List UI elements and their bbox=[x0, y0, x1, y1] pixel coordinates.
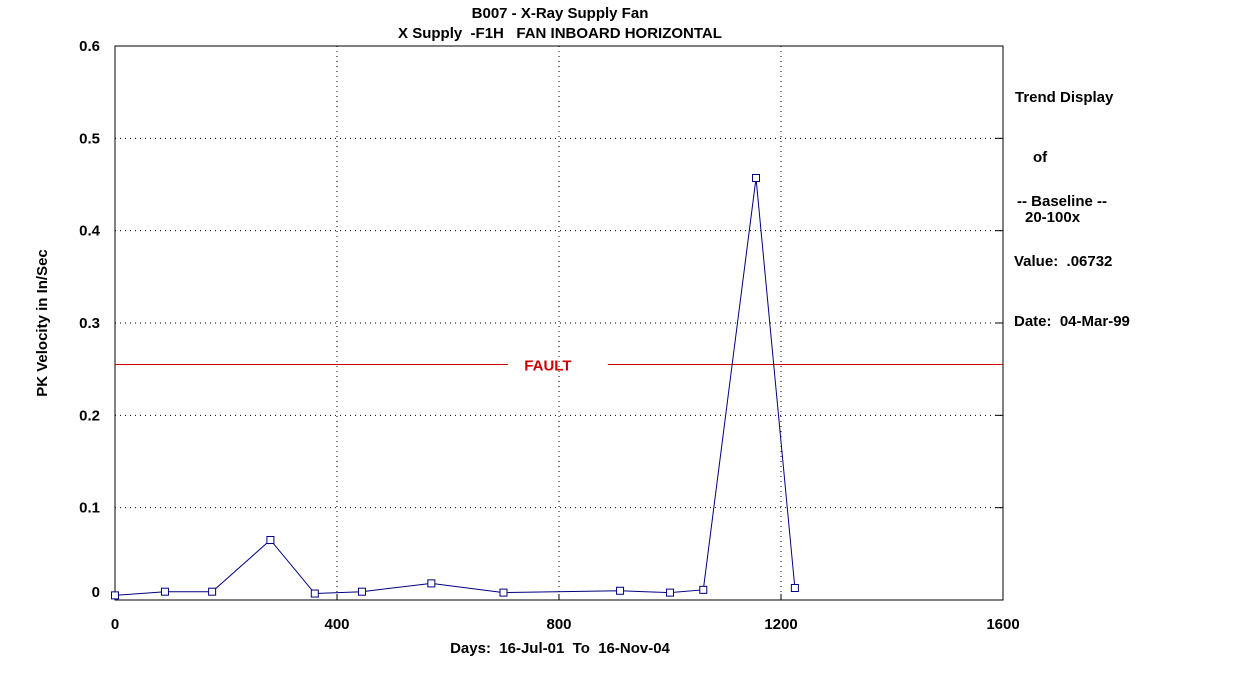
trend-line-2: of bbox=[1033, 149, 1048, 166]
baseline-info: -- Baseline -- Value: .06732 Date: 04-Ma… bbox=[1014, 152, 1130, 352]
data-point bbox=[666, 588, 674, 597]
baseline-date: Date: 04-Mar-99 bbox=[1014, 313, 1130, 330]
trend-line-1: Trend Display bbox=[1015, 89, 1114, 106]
data-point bbox=[699, 585, 708, 594]
y-tick-label: 0.3 bbox=[79, 315, 100, 332]
x-tick-label: 800 bbox=[546, 616, 571, 633]
grid-lines bbox=[114, 45, 1004, 601]
x-tick-labels: 0 400 800 1200 1600 bbox=[111, 616, 1020, 633]
data-point bbox=[499, 588, 508, 597]
x-tick-label: 0 bbox=[111, 616, 119, 633]
baseline-value: Value: .06732 bbox=[1014, 253, 1113, 270]
series-line bbox=[114, 177, 796, 596]
data-point bbox=[160, 587, 169, 596]
data-point bbox=[790, 583, 799, 592]
trend-line-3: 20-100x bbox=[1025, 209, 1081, 226]
y-tick-label: 0.4 bbox=[79, 223, 101, 240]
data-point bbox=[616, 586, 625, 595]
data-markers bbox=[111, 174, 799, 600]
y-tick-labels: 0 0.1 0.2 0.3 0.4 0.5 0.6 bbox=[79, 38, 101, 601]
x-tick-label: 400 bbox=[324, 616, 349, 633]
x-tick-label: 1600 bbox=[986, 616, 1019, 633]
data-point bbox=[111, 591, 119, 600]
data-point bbox=[752, 174, 761, 183]
data-point bbox=[357, 587, 366, 596]
y-tick-label: 0.6 bbox=[79, 38, 100, 55]
x-tick-label: 1200 bbox=[764, 616, 797, 633]
data-point bbox=[310, 589, 319, 598]
data-point bbox=[427, 579, 436, 588]
y-axis-label: PK Velocity in In/Sec bbox=[34, 249, 51, 397]
y-tick-label: 0.5 bbox=[79, 130, 100, 147]
chart-subtitle: X Supply -F1H FAN INBOARD HORIZONTAL bbox=[398, 25, 722, 42]
x-axis-label: Days: 16-Jul-01 To 16-Nov-04 bbox=[450, 640, 670, 657]
y-tick-label: 0 bbox=[92, 584, 100, 601]
baseline-header: -- Baseline -- bbox=[1017, 193, 1108, 210]
y-tick-label: 0.2 bbox=[79, 407, 100, 424]
y-tick-label: 0.1 bbox=[79, 500, 100, 517]
trend-display-label: Trend Display of 20-100x bbox=[1015, 48, 1113, 248]
data-point bbox=[266, 535, 275, 544]
data-point bbox=[208, 587, 217, 596]
fault-label: FAULT bbox=[524, 358, 571, 375]
chart-title: B007 - X-Ray Supply Fan bbox=[472, 5, 649, 22]
